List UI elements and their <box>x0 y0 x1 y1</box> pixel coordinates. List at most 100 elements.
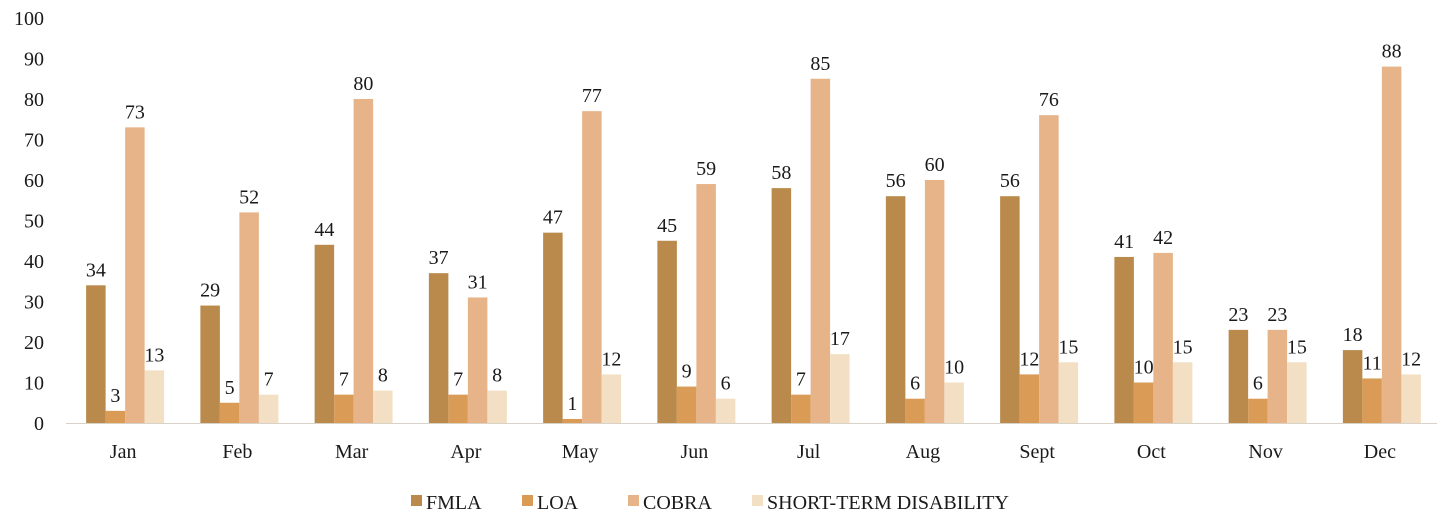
bar-short-term-disability-dec <box>1401 374 1421 423</box>
bar-short-term-disability-jul <box>830 354 850 423</box>
legend-label: LOA <box>537 492 579 514</box>
bar-cobra-oct <box>1153 252 1173 423</box>
data-label: 56 <box>886 170 906 192</box>
data-label: 6 <box>910 373 920 395</box>
y-tick-label: 100 <box>14 8 44 30</box>
data-label: 7 <box>339 369 349 391</box>
data-label: 23 <box>1228 304 1248 326</box>
data-label: 5 <box>225 377 235 399</box>
bar-fmla-dec <box>1342 350 1363 423</box>
data-label: 15 <box>1173 336 1193 358</box>
data-label: 47 <box>543 207 563 229</box>
y-tick-label: 80 <box>24 89 44 111</box>
y-tick-label: 90 <box>24 49 44 71</box>
data-label: 23 <box>1267 304 1287 326</box>
data-label: 85 <box>810 53 830 75</box>
data-label: 15 <box>1058 336 1078 358</box>
data-label: 10 <box>944 357 964 379</box>
data-label: 76 <box>1039 89 1059 111</box>
y-tick-label: 30 <box>24 292 44 314</box>
bar-fmla-jan <box>86 285 106 423</box>
data-label: 8 <box>378 365 388 387</box>
bar-cobra-dec <box>1381 66 1402 423</box>
data-label: 7 <box>264 369 274 391</box>
y-tick-label: 0 <box>34 413 44 435</box>
data-label: 77 <box>582 85 602 107</box>
bar-cobra-aug <box>924 180 945 423</box>
bar-loa-dec <box>1362 378 1382 423</box>
data-label: 60 <box>925 154 945 176</box>
data-label: 58 <box>771 162 791 184</box>
bar-cobra-jun <box>696 184 716 423</box>
data-label: 6 <box>721 373 731 395</box>
x-tick-label: Sept <box>1019 441 1055 463</box>
x-tick-label: Dec <box>1364 441 1396 463</box>
bar-loa-sept <box>1019 374 1040 423</box>
data-label: 56 <box>1000 170 1020 192</box>
data-label: 37 <box>429 247 449 269</box>
y-tick-label: 20 <box>24 332 44 354</box>
data-label: 34 <box>86 259 106 281</box>
data-label: 80 <box>353 73 373 95</box>
bar-short-term-disability-may <box>601 374 622 423</box>
bar-cobra-nov <box>1267 329 1288 423</box>
x-tick-label: Feb <box>222 441 252 463</box>
data-label: 29 <box>200 280 220 302</box>
data-label: 11 <box>1362 352 1381 374</box>
x-tick-label: Mar <box>335 441 369 463</box>
data-label: 44 <box>314 219 334 241</box>
x-tick-label: Oct <box>1137 441 1166 463</box>
bar-loa-aug <box>905 398 925 423</box>
bar-cobra-jul <box>810 78 831 423</box>
bar-cobra-jan <box>125 127 145 423</box>
x-tick-label: Apr <box>450 441 481 463</box>
legend-swatch <box>522 495 533 506</box>
data-label: 31 <box>468 271 488 293</box>
bar-loa-nov <box>1248 398 1268 423</box>
data-label: 41 <box>1114 231 1134 253</box>
bar-fmla-nov <box>1228 329 1249 423</box>
bar-short-term-disability-aug <box>944 382 964 423</box>
bar-cobra-apr <box>467 297 488 423</box>
x-tick-label: Nov <box>1248 441 1282 463</box>
bar-cobra-feb <box>239 212 259 423</box>
data-label: 13 <box>144 344 164 366</box>
bar-loa-apr <box>448 394 468 423</box>
legend-label: FMLA <box>426 492 482 514</box>
data-label: 52 <box>239 186 259 208</box>
bar-fmla-aug <box>885 196 906 423</box>
x-axis: Jan Feb Mar Apr May Jun Jul Aug Sept Oct Nov Dec <box>110 441 1396 463</box>
bar-fmla-feb <box>200 305 220 423</box>
bar-short-term-disability-jan <box>144 370 165 423</box>
bar-fmla-jun <box>657 240 677 423</box>
y-tick-label: 40 <box>24 251 44 273</box>
bar-loa-feb <box>219 402 240 423</box>
legend-swatch <box>752 495 763 506</box>
bar-loa-jun <box>676 386 697 423</box>
data-label: 6 <box>1253 373 1263 395</box>
bar-loa-jan <box>105 410 126 423</box>
data-label: 45 <box>657 215 677 237</box>
bar-fmla-may <box>543 232 563 423</box>
y-tick-label: 50 <box>24 211 44 233</box>
bar-cobra-sept <box>1039 115 1059 423</box>
legend-swatch <box>411 495 422 506</box>
data-label: 7 <box>796 369 806 391</box>
bar-fmla-sept <box>1000 196 1020 423</box>
x-tick-label: Jun <box>680 441 708 463</box>
x-tick-label: May <box>562 441 599 463</box>
data-label: 3 <box>110 385 120 407</box>
bar-fmla-mar <box>314 244 335 423</box>
bar-short-term-disability-nov <box>1287 362 1307 423</box>
data-label: 59 <box>696 158 716 180</box>
legend: FMLA LOA COBRA SHORT-TERM DISABILITY <box>411 492 1009 514</box>
bar-loa-jul <box>791 394 811 423</box>
bar-fmla-jul <box>771 188 792 423</box>
bar-fmla-oct <box>1114 256 1134 423</box>
data-label: 88 <box>1382 41 1402 63</box>
bar-short-term-disability-feb <box>258 394 279 423</box>
x-tick-label: Jan <box>110 441 137 463</box>
x-tick-label: Aug <box>906 441 940 463</box>
